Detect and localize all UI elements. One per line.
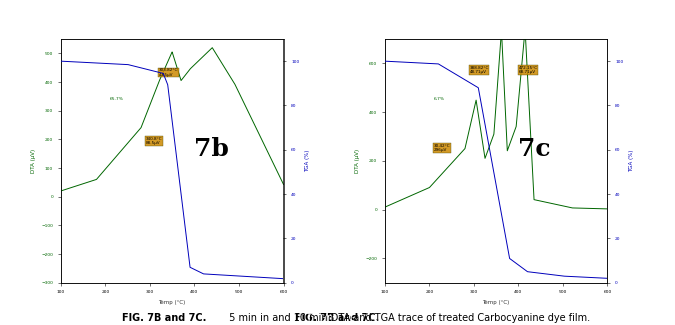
X-axis label: Temp (°C): Temp (°C) xyxy=(159,300,186,305)
Text: 7c: 7c xyxy=(518,137,551,161)
Text: FIG. 7B and 7C.: FIG. 7B and 7C. xyxy=(296,313,379,323)
Text: 340.8°C
88.5µV: 340.8°C 88.5µV xyxy=(145,136,162,145)
Y-axis label: TGA (%): TGA (%) xyxy=(629,150,634,172)
Y-axis label: DTA (µV): DTA (µV) xyxy=(354,149,360,173)
Y-axis label: DTA (µV): DTA (µV) xyxy=(30,149,36,173)
Text: 30.42°C
296µV: 30.42°C 296µV xyxy=(434,144,450,152)
Text: 388.82°C
48.71µV: 388.82°C 48.71µV xyxy=(469,66,489,74)
Text: 303.82°C
4.85µV: 303.82°C 4.85µV xyxy=(159,68,178,77)
Text: FIG. 7B and 7C.: FIG. 7B and 7C. xyxy=(122,313,206,323)
Text: FIG. 7B and 7C. 5 min in and 10 min DTA and TGA trace of treated Carbocyanine dy: FIG. 7B and 7C. 5 min in and 10 min DTA … xyxy=(117,313,558,323)
Text: 472.15°C
68.71µV: 472.15°C 68.71µV xyxy=(518,66,537,74)
Text: 7b: 7b xyxy=(194,137,230,161)
Text: 65.7%: 65.7% xyxy=(110,98,124,101)
X-axis label: Temp (°C): Temp (°C) xyxy=(483,300,510,305)
Text: 5 min in and 10 min DTA and TGA trace of treated Carbocyanine dye film.: 5 min in and 10 min DTA and TGA trace of… xyxy=(226,313,590,323)
Y-axis label: TGA (%): TGA (%) xyxy=(305,150,310,172)
Text: 6.7%: 6.7% xyxy=(434,98,445,101)
